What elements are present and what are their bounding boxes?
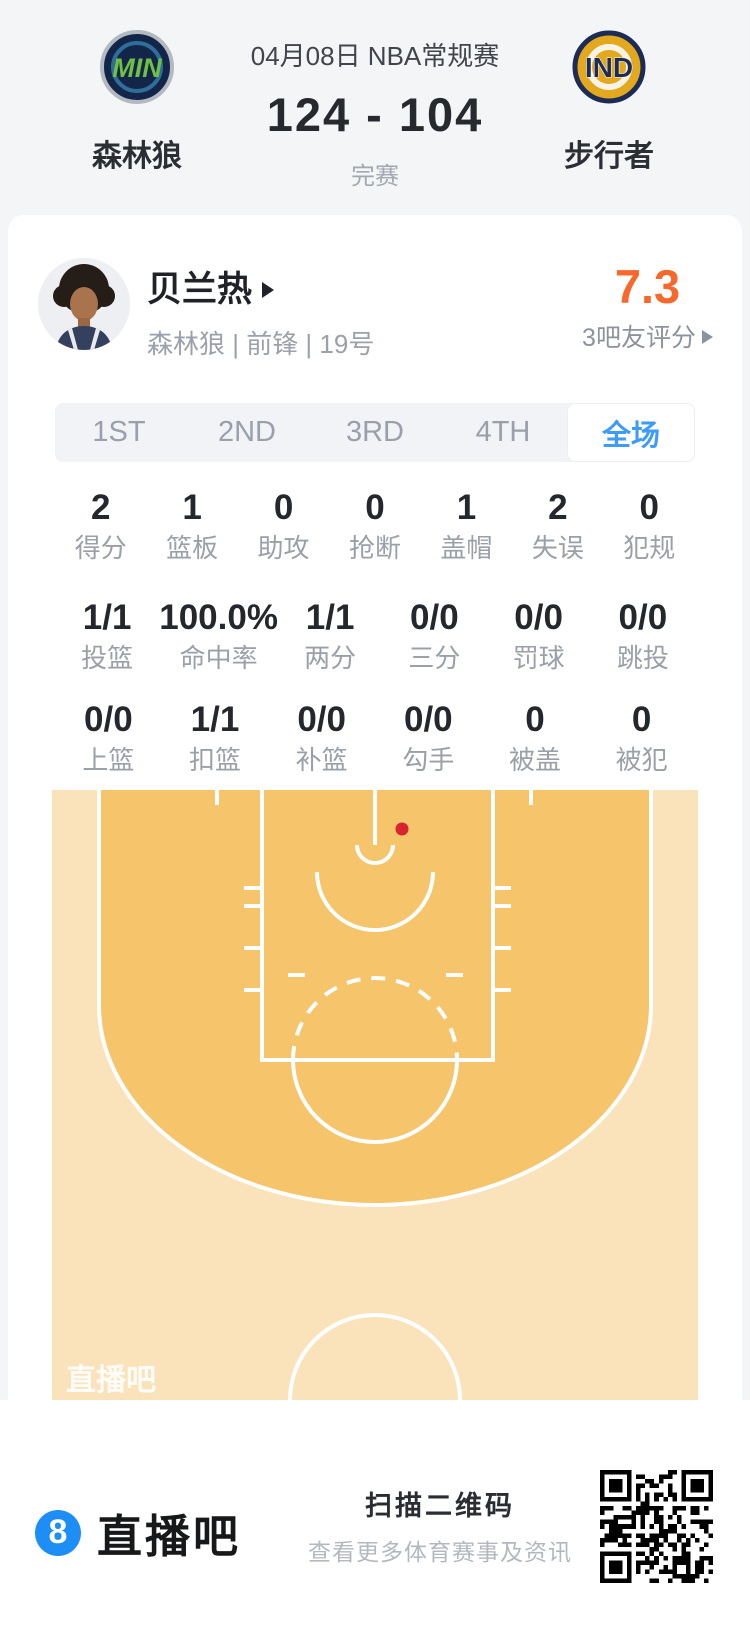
halfcourt-diagram: 直播吧 <box>52 790 698 1400</box>
center-circle-arc <box>288 1313 462 1400</box>
stat-points: 2 得分 <box>74 488 127 563</box>
three-point-line <box>97 790 653 1208</box>
svg-text:MIN: MIN <box>112 53 162 83</box>
away-team-name[interactable]: 步行者 <box>564 140 654 173</box>
baseline-ticks <box>215 790 533 805</box>
zhibo8-logo-icon: 8 <box>35 1509 81 1556</box>
brand-name: 直播吧 <box>97 1511 242 1562</box>
ft-circle-dashed <box>291 976 459 1061</box>
min-logo-icon: MIN <box>100 30 174 104</box>
rating-box[interactable]: 7.3 3吧友评分 <box>555 262 740 354</box>
stats-row-basic: 2 得分 1 篮板 0 助攻 0 抢断 1 盖帽 2 失误 0 犯规 <box>55 488 695 563</box>
qr-code-image <box>600 1470 713 1583</box>
three-point-area <box>99 790 651 1205</box>
footer: 8 直播吧 扫描二维码 查看更多体育赛事及资讯 <box>0 1400 750 1629</box>
stats-row-shooting: 1/1 投篮 100.0% 命中率 1/1 两分 0/0 三分 0/0 罚球 0/0 跳投 <box>55 598 695 673</box>
home-team-name[interactable]: 森林狼 <box>92 140 182 173</box>
stats-row-shot-types: 0/0 上篮 1/1 扣篮 0/0 补篮 0/0 勾手 0 被盖 0 被犯 <box>55 700 695 775</box>
key-lane-lines <box>260 790 495 1062</box>
rating-label: 3吧友评分 <box>555 318 740 354</box>
tab-3rd[interactable]: 3RD <box>345 416 404 448</box>
tab-2nd[interactable]: 2ND <box>217 416 276 448</box>
brand-block: 8 直播吧 <box>35 1500 241 1565</box>
player-name: 贝兰热 <box>147 270 253 309</box>
shot-chart-court: 直播吧 <box>52 790 698 1400</box>
tab-full-game[interactable]: 全场 <box>567 403 695 462</box>
player-detail-caret-icon <box>262 281 275 298</box>
stat-3pt: 0/0 三分 <box>408 598 461 673</box>
period-tabs: 1ST 2ND 3RD 4TH 全场 <box>55 403 695 462</box>
stat-got-blocked: 0 被盖 <box>508 700 561 775</box>
away-team-logo[interactable]: IND <box>571 29 647 105</box>
stat-putback: 0/0 补篮 <box>295 700 348 775</box>
stat-rebounds: 1 篮板 <box>166 488 219 563</box>
stat-layup: 0/0 上篮 <box>82 700 135 775</box>
ft-circle-solid <box>291 1059 459 1144</box>
lane-hash-marks <box>244 886 511 992</box>
court-watermark: 直播吧 <box>66 1364 156 1397</box>
stat-got-fouled: 0 被犯 <box>615 700 668 775</box>
scan-title: 扫描二维码 <box>365 1491 515 1521</box>
match-status: 完赛 <box>351 163 399 190</box>
stat-2pt: 1/1 两分 <box>304 598 357 673</box>
stat-fg-pct: 100.0% 命中率 <box>159 598 278 673</box>
player-info: 森林狼 | 前锋 | 19号 <box>147 329 375 359</box>
rating-value: 7.3 <box>614 260 681 313</box>
stat-assists: 0 助攻 <box>257 488 310 563</box>
stat-fg: 1/1 投篮 <box>81 598 134 673</box>
match-score: 124 - 104 <box>266 88 484 141</box>
qr-code <box>600 1470 713 1583</box>
player-name-row[interactable]: 贝兰热 <box>147 269 275 311</box>
scan-subtitle: 查看更多体育赛事及资讯 <box>308 1539 572 1565</box>
match-date: 04月08日 NBA常规赛 <box>250 41 500 71</box>
stat-fouls: 0 犯规 <box>623 488 676 563</box>
svg-text:IND: IND <box>585 52 633 83</box>
shot-dot <box>395 822 409 836</box>
restricted-area-arc <box>315 871 435 932</box>
tab-4th[interactable]: 4TH <box>475 416 531 448</box>
home-team-logo[interactable]: MIN <box>99 29 175 105</box>
stat-blocks: 1 盖帽 <box>440 488 493 563</box>
tab-1st[interactable]: 1ST <box>92 416 146 448</box>
ind-logo-icon: IND <box>572 30 646 104</box>
rating-caret-icon <box>701 330 713 345</box>
rim-arc <box>355 844 395 865</box>
stat-dunk: 1/1 扣篮 <box>188 700 241 775</box>
player-photo <box>38 258 130 350</box>
stat-hook: 0/0 勾手 <box>402 700 455 775</box>
stat-ft: 0/0 罚球 <box>512 598 565 673</box>
stat-turnovers: 2 失误 <box>531 488 584 563</box>
scan-hint: 扫描二维码 查看更多体育赛事及资讯 <box>308 1484 572 1567</box>
player-avatar[interactable] <box>38 258 130 350</box>
stat-steals: 0 抢断 <box>348 488 401 563</box>
stat-jumpshot: 0/0 跳投 <box>616 598 669 673</box>
